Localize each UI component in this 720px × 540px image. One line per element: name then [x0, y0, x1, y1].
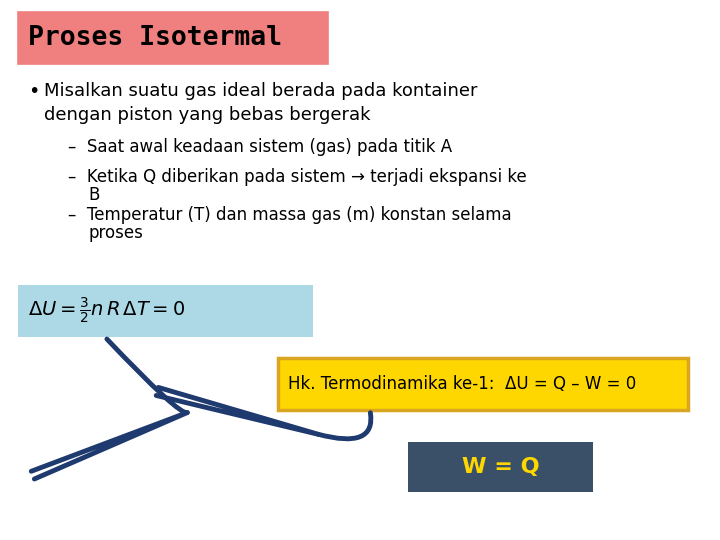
FancyBboxPatch shape — [18, 12, 328, 64]
Text: Proses Isotermal: Proses Isotermal — [28, 25, 282, 51]
Text: –  Temperatur (T) dan massa gas (m) konstan selama: – Temperatur (T) dan massa gas (m) konst… — [68, 206, 512, 224]
Text: –  Saat awal keadaan sistem (gas) pada titik A: – Saat awal keadaan sistem (gas) pada ti… — [68, 138, 452, 156]
Text: $\Delta U = \frac{3}{2}n\,R\,\Delta T = 0$: $\Delta U = \frac{3}{2}n\,R\,\Delta T = … — [28, 296, 185, 326]
Text: –  Ketika Q diberikan pada sistem → terjadi ekspansi ke: – Ketika Q diberikan pada sistem → terja… — [68, 168, 527, 186]
FancyBboxPatch shape — [18, 285, 313, 337]
Text: Hk. Termodinamika ke-1:  ΔU = Q – W = 0: Hk. Termodinamika ke-1: ΔU = Q – W = 0 — [288, 375, 636, 393]
Text: •: • — [28, 82, 40, 101]
Text: W = Q: W = Q — [462, 457, 539, 477]
Text: B: B — [88, 186, 99, 204]
Text: proses: proses — [88, 224, 143, 242]
Text: Misalkan suatu gas ideal berada pada kontainer
dengan piston yang bebas bergerak: Misalkan suatu gas ideal berada pada kon… — [44, 82, 477, 124]
FancyBboxPatch shape — [408, 442, 593, 492]
FancyBboxPatch shape — [278, 358, 688, 410]
